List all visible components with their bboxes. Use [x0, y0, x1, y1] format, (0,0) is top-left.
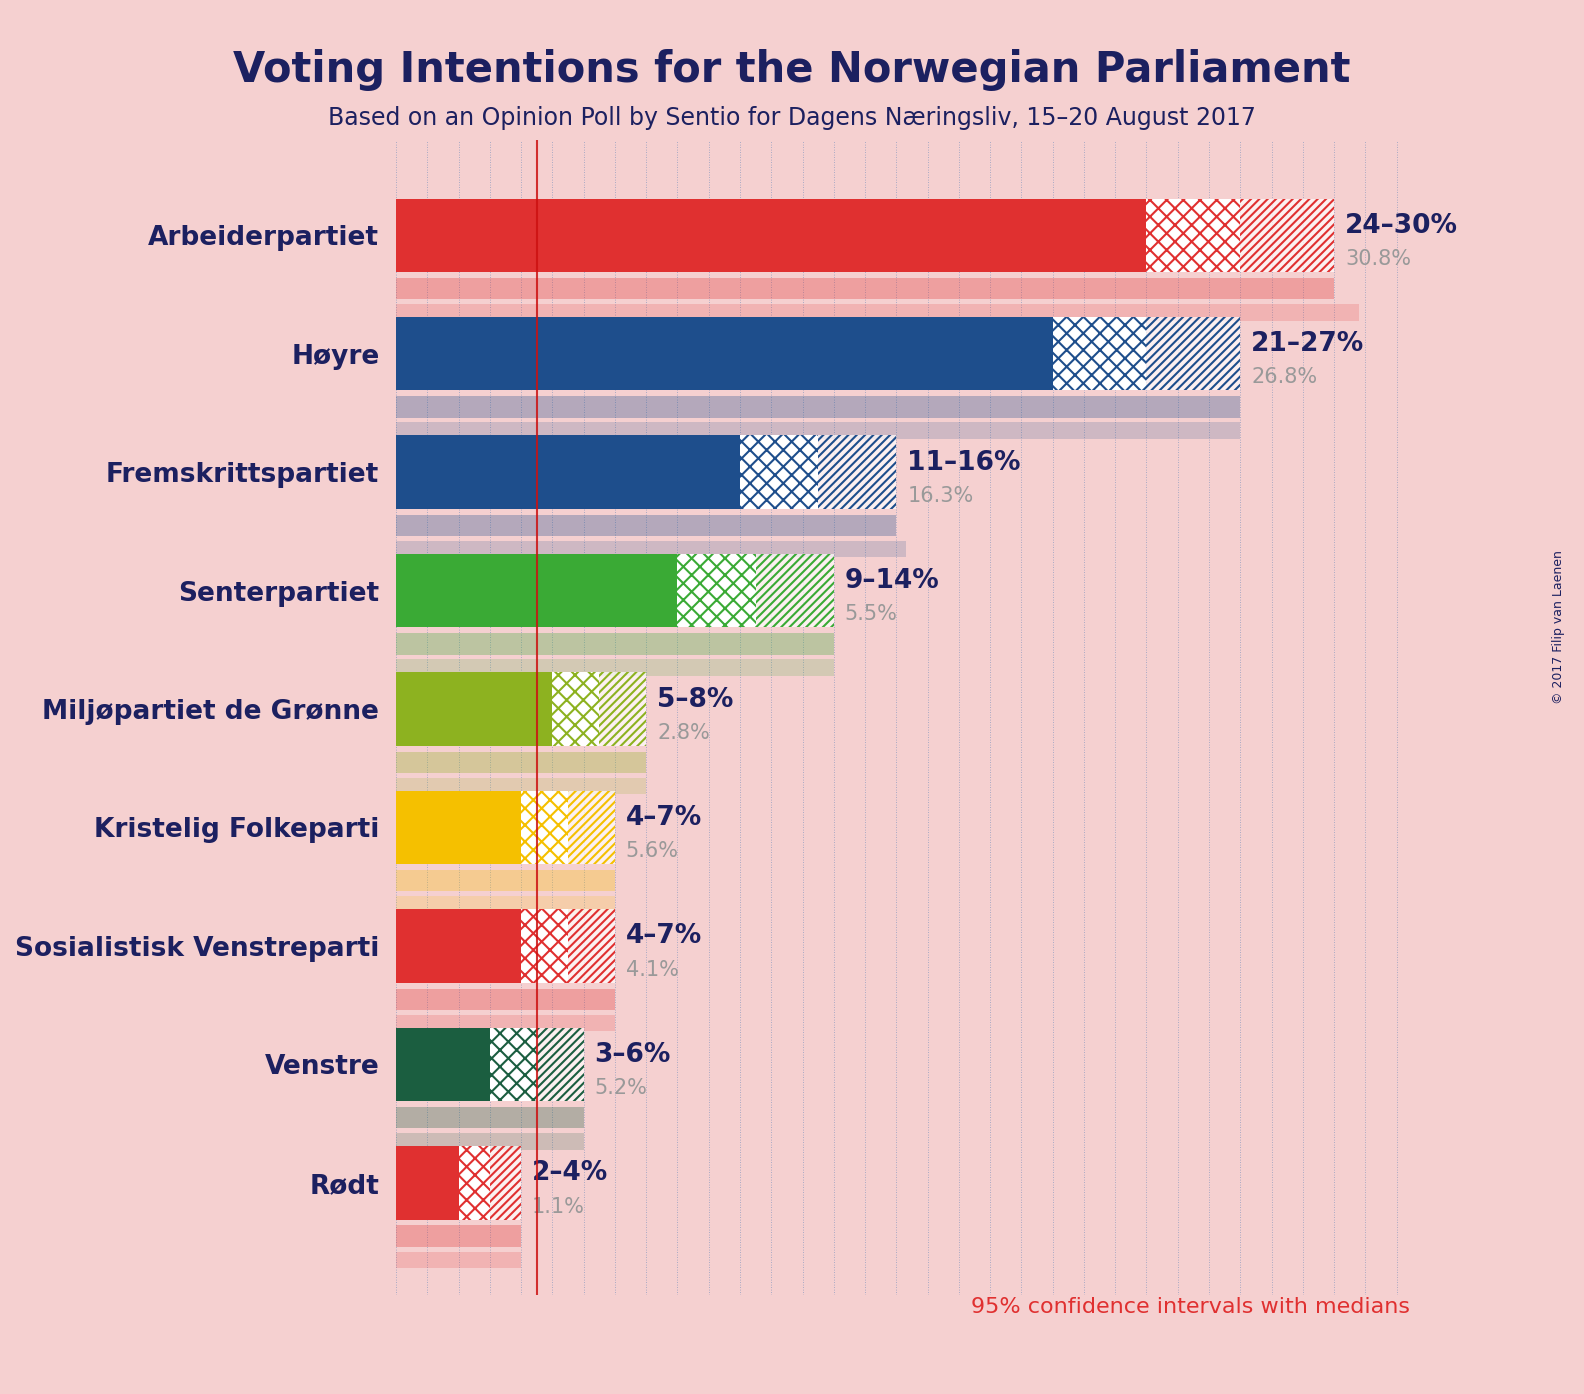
- Text: Based on an Opinion Poll by Sentio for Dagens Næringsliv, 15–20 August 2017: Based on an Opinion Poll by Sentio for D…: [328, 106, 1256, 130]
- Bar: [396, 422, 1240, 439]
- Bar: [1240, 198, 1334, 272]
- Bar: [569, 909, 615, 983]
- Text: 2–4%: 2–4%: [532, 1160, 608, 1186]
- Text: © 2017 Filip van Laenen: © 2017 Filip van Laenen: [1552, 551, 1565, 704]
- Text: 9–14%: 9–14%: [844, 569, 939, 594]
- Text: 24–30%: 24–30%: [1345, 213, 1457, 238]
- Bar: [396, 896, 615, 913]
- Text: 95% confidence intervals with medians: 95% confidence intervals with medians: [971, 1298, 1410, 1317]
- Bar: [396, 1015, 615, 1032]
- Text: 11–16%: 11–16%: [908, 450, 1020, 475]
- Bar: [537, 1027, 583, 1101]
- Bar: [396, 198, 1147, 272]
- Bar: [396, 304, 1359, 321]
- Bar: [569, 790, 615, 864]
- Text: 5.6%: 5.6%: [626, 841, 680, 861]
- Bar: [396, 1107, 583, 1128]
- Text: 30.8%: 30.8%: [1345, 250, 1411, 269]
- Bar: [756, 553, 833, 627]
- Bar: [1147, 198, 1240, 272]
- Bar: [740, 435, 819, 509]
- Bar: [459, 1146, 489, 1220]
- Bar: [553, 672, 599, 746]
- Bar: [1053, 316, 1147, 390]
- Bar: [396, 316, 1053, 390]
- Bar: [740, 435, 819, 509]
- Text: 3–6%: 3–6%: [594, 1041, 672, 1068]
- Text: 26.8%: 26.8%: [1251, 368, 1318, 388]
- Bar: [396, 672, 553, 746]
- Bar: [396, 633, 833, 655]
- Bar: [678, 553, 756, 627]
- Bar: [396, 909, 521, 983]
- Text: 5–8%: 5–8%: [657, 687, 733, 712]
- Text: 2.8%: 2.8%: [657, 722, 710, 743]
- Bar: [521, 790, 569, 864]
- Bar: [1053, 316, 1147, 390]
- Bar: [569, 909, 615, 983]
- Bar: [489, 1027, 537, 1101]
- Bar: [396, 541, 906, 558]
- Bar: [489, 1146, 521, 1220]
- Bar: [819, 435, 897, 509]
- Bar: [396, 553, 678, 627]
- Bar: [396, 1146, 459, 1220]
- Text: 4.1%: 4.1%: [626, 959, 678, 980]
- Text: 16.3%: 16.3%: [908, 487, 974, 506]
- Bar: [489, 1146, 521, 1220]
- Text: Voting Intentions for the Norwegian Parliament: Voting Intentions for the Norwegian Parl…: [233, 49, 1351, 91]
- Bar: [1240, 198, 1334, 272]
- Bar: [1147, 316, 1240, 390]
- Text: 5.5%: 5.5%: [844, 604, 898, 625]
- Bar: [396, 1027, 489, 1101]
- Bar: [396, 514, 897, 537]
- Bar: [521, 909, 569, 983]
- Bar: [396, 277, 1334, 300]
- Bar: [396, 870, 615, 891]
- Text: 21–27%: 21–27%: [1251, 332, 1364, 357]
- Bar: [396, 435, 740, 509]
- Text: 5.2%: 5.2%: [594, 1078, 648, 1098]
- Bar: [396, 396, 1240, 418]
- Bar: [569, 790, 615, 864]
- Bar: [553, 672, 599, 746]
- Bar: [489, 1027, 537, 1101]
- Bar: [599, 672, 646, 746]
- Bar: [1147, 198, 1240, 272]
- Bar: [396, 1252, 521, 1269]
- Bar: [1147, 316, 1240, 390]
- Text: 4–7%: 4–7%: [626, 923, 702, 949]
- Bar: [537, 1027, 583, 1101]
- Bar: [459, 1146, 489, 1220]
- Bar: [396, 751, 646, 774]
- Bar: [521, 909, 569, 983]
- Text: 1.1%: 1.1%: [532, 1196, 584, 1217]
- Bar: [396, 790, 521, 864]
- Bar: [599, 672, 646, 746]
- Bar: [521, 790, 569, 864]
- Bar: [396, 659, 833, 676]
- Bar: [678, 553, 756, 627]
- Bar: [819, 435, 897, 509]
- Bar: [396, 988, 615, 1009]
- Bar: [756, 553, 833, 627]
- Bar: [396, 1133, 583, 1150]
- Text: 4–7%: 4–7%: [626, 804, 702, 831]
- Bar: [396, 778, 646, 795]
- Bar: [396, 1225, 521, 1246]
